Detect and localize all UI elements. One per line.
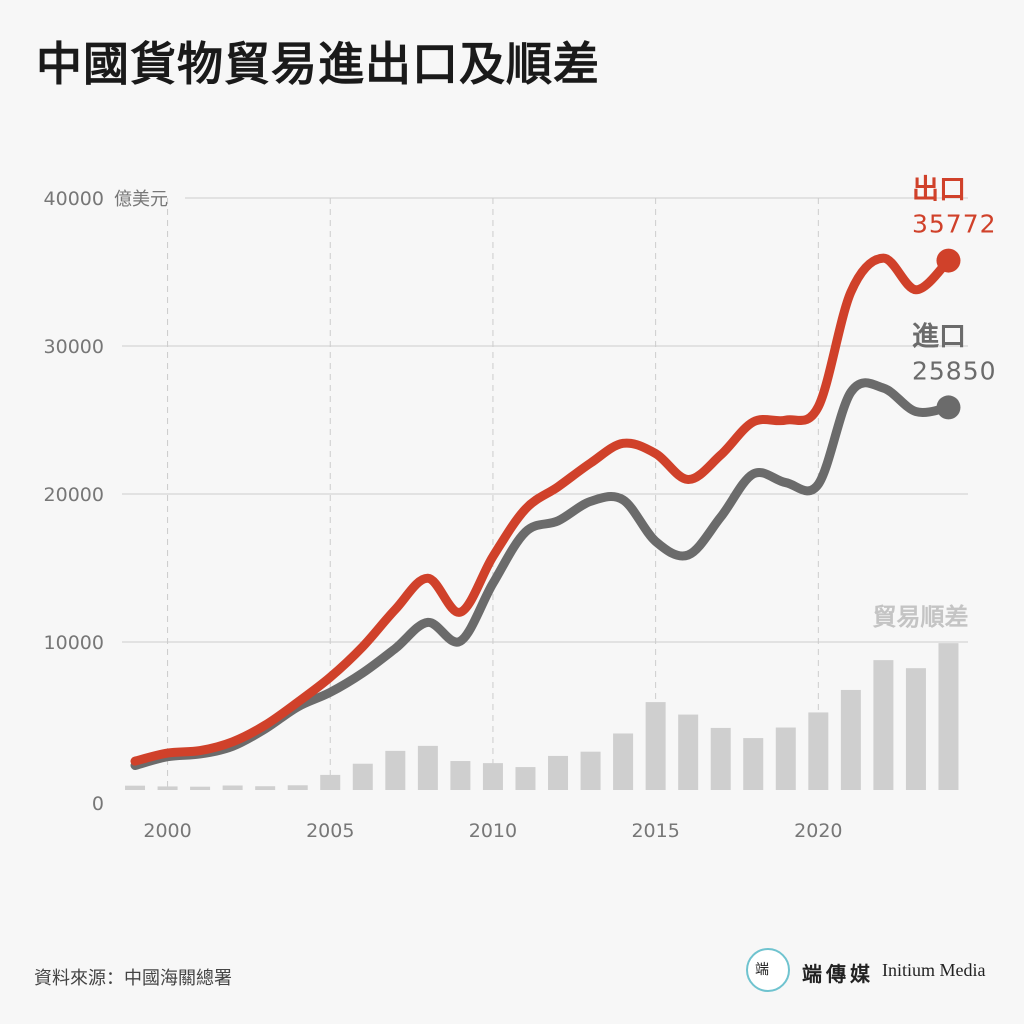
- surplus-bar: [678, 714, 699, 790]
- brand-logo: 端 端傳媒 Initium Media: [746, 946, 1024, 998]
- x-tick-label: 2000: [143, 820, 191, 842]
- surplus-bar: [125, 785, 146, 790]
- brand-name-en: Initium Media: [882, 960, 986, 980]
- imports-line: [130, 378, 953, 770]
- x-tick-label: 2020: [794, 820, 842, 842]
- chart-title: 中國貨物貿易進出口及順差: [36, 37, 600, 91]
- surplus-bar: [938, 643, 959, 790]
- x-tick-label: 2005: [306, 820, 354, 842]
- surplus-bar: [905, 668, 926, 790]
- surplus-bar: [417, 745, 438, 790]
- surplus-bar: [255, 786, 276, 790]
- surplus-bar: [743, 738, 764, 790]
- x-tick-labels: 2000 2005 2010 2015 2020: [143, 820, 842, 842]
- surplus-series-label: 貿易順差: [872, 603, 968, 631]
- surplus-bars: [125, 643, 959, 790]
- surplus-bar: [840, 689, 861, 790]
- surplus-bar: [548, 755, 569, 790]
- y-tick-label: 20000: [44, 484, 104, 506]
- surplus-bar: [287, 785, 308, 790]
- exports-series-label: 出口: [912, 175, 966, 206]
- imports-end-dot: [936, 395, 961, 420]
- surplus-bar: [482, 763, 503, 790]
- logo-mark: 端: [755, 962, 769, 978]
- surplus-bar: [222, 785, 243, 790]
- surplus-bar: [645, 702, 666, 790]
- surplus-bar: [190, 786, 211, 790]
- exports-end-value: 35772: [912, 210, 997, 239]
- surplus-bar: [352, 763, 373, 790]
- source-note: 資料來源：中國海關總署: [34, 968, 232, 989]
- surplus-bar: [450, 761, 471, 790]
- surplus-bar: [157, 786, 178, 790]
- series-lines: [130, 248, 961, 770]
- y-tick-label: 10000: [44, 632, 104, 654]
- y-tick-labels: 0 10000 20000 30000 40000: [44, 188, 104, 815]
- y-tick-label: 40000: [44, 188, 104, 210]
- x-tick-label: 2015: [631, 820, 679, 842]
- surplus-bar: [385, 750, 406, 790]
- surplus-bar: [710, 727, 731, 790]
- surplus-bar: [775, 727, 796, 790]
- y-tick-label: 30000: [44, 336, 104, 358]
- x-tick-label: 2010: [469, 820, 517, 842]
- surplus-bar: [515, 767, 536, 790]
- surplus-bar: [808, 712, 829, 790]
- logo-circle-icon: 端: [746, 948, 790, 992]
- series-labels: 貿易順差 進口 25850 出口 35772: [872, 175, 997, 632]
- y-unit-label: 億美元: [114, 189, 168, 210]
- imports-series-label: 進口: [912, 321, 966, 352]
- surplus-bar: [580, 751, 601, 790]
- imports-end-value: 25850: [912, 356, 997, 385]
- surplus-bar: [873, 660, 894, 790]
- brand-name-zh: 端傳媒: [802, 962, 874, 986]
- surplus-bar: [613, 733, 634, 790]
- surplus-bar: [320, 774, 341, 790]
- exports-line: [130, 253, 953, 766]
- exports-end-dot: [936, 248, 961, 273]
- y-tick-label: 0: [92, 793, 104, 815]
